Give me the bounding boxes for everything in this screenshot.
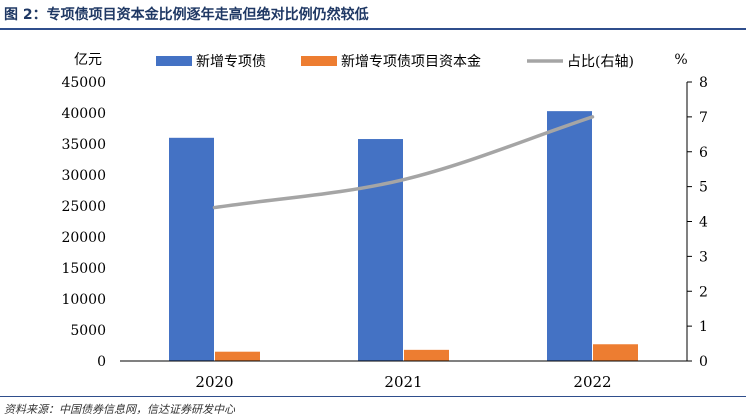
x-axis: 2020 2021 2022: [120, 360, 687, 391]
figure-title: 图 2：专项债项目资本金比例逐年走高但绝对比例仍然较低: [4, 7, 369, 23]
left-tick-label: 25000: [61, 199, 106, 215]
right-tick-label: 1: [699, 319, 708, 335]
legend-label: 新增专项债项目资本金: [341, 54, 481, 70]
x-tick-label-2020: 2020: [195, 373, 233, 391]
right-tick-label: 6: [699, 145, 708, 161]
left-tick-label: 0: [97, 354, 106, 370]
right-axis: 0 1 2 3 4 5 6 7 8%: [674, 52, 708, 370]
left-axis-unit: 亿元: [74, 52, 102, 68]
right-tick-label: 0: [699, 354, 708, 370]
legend-label: 新增专项债: [196, 54, 266, 70]
bars: [169, 111, 638, 361]
right-axis-unit: %: [674, 52, 687, 68]
bar-project-capital-2021: [404, 349, 449, 361]
left-tick-label: 30000: [61, 168, 106, 184]
share-line: [212, 115, 595, 210]
title-divider: [0, 28, 746, 30]
right-tick-label: 7: [699, 110, 708, 126]
legend-swatch-bar: [156, 56, 192, 66]
bar-special-bond-2020: [169, 137, 214, 361]
bar-special-bond-2022: [547, 111, 592, 361]
right-tick-label: 4: [699, 215, 708, 231]
left-tick-label: 15000: [61, 261, 106, 277]
right-tick-label: 2: [699, 284, 708, 300]
bar-project-capital-2020: [215, 351, 260, 361]
left-tick-label: 35000: [61, 137, 106, 153]
right-tick-label: 3: [699, 249, 708, 265]
left-tick-label: 40000: [61, 106, 106, 122]
bar-project-capital-2022: [593, 344, 638, 361]
left-tick-label: 10000: [61, 292, 106, 308]
line-series: [212, 115, 595, 210]
legend-swatch-bar: [301, 56, 337, 66]
legend: 新增专项债 新增专项债项目资本金 占比(右轴): [156, 54, 634, 70]
left-tick-label: 5000: [70, 323, 106, 339]
source-note: 资料来源：中国债券信息网，信达证券研发中心: [4, 403, 235, 416]
x-tick-label-2022: 2022: [573, 373, 611, 391]
footer-divider: [0, 396, 746, 397]
bar-special-bond-2021: [358, 139, 403, 361]
left-tick-label: 45000: [61, 75, 106, 91]
left-axis: 0 5000 10000 15000 20000 25000 30000 35000 40000…: [61, 52, 106, 370]
right-tick-label: 5: [699, 180, 708, 196]
left-tick-label: 20000: [61, 230, 106, 246]
legend-label: 占比(右轴): [567, 54, 634, 70]
right-tick-label: 8: [699, 75, 708, 91]
x-tick-label-2021: 2021: [384, 373, 422, 391]
